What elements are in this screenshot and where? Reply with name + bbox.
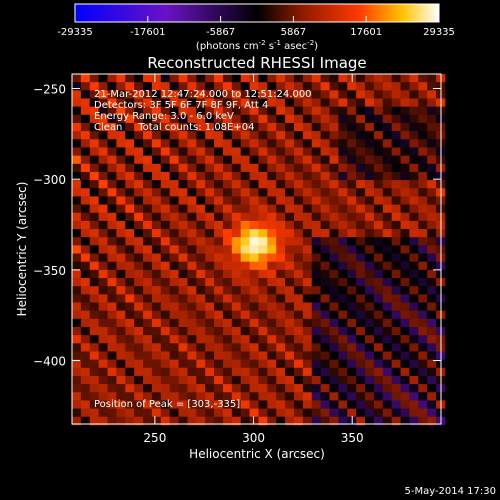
chart-title: Reconstructed RHESSI Image (147, 54, 366, 72)
colorbar-tick-label: -29335 (57, 27, 92, 38)
colorbar-tick-label: -5867 (206, 27, 235, 38)
plot-frame (71, 73, 442, 425)
y-tick-label: −400 (33, 355, 66, 369)
annotation-total-counts: Clean Total counts: 1.08E+04 (94, 122, 254, 133)
annotation-energy-range: Energy Range: 3.0 - 6.0 keV (94, 111, 234, 122)
x-tick-label: 250 (143, 431, 166, 445)
y-tick-label: −350 (33, 264, 66, 278)
colorbar-gradient (74, 3, 440, 23)
y-axis-label: Heliocentric Y (arcsec) (15, 182, 29, 317)
annotation-block: 21-Mar-2012 12:47:24.000 to 12:51:24.000… (94, 89, 312, 410)
colorbar: -29335 -17601 -5867 5867 17601 29335 (photons… (57, 3, 455, 52)
annotation-time-range: 21-Mar-2012 12:47:24.000 to 12:51:24.000 (94, 89, 312, 100)
plot-area: 250 300 350 −250 −300 −350 −400 (33, 73, 446, 445)
colorbar-unit-label: (photons cm-2 s-1 asec-2) (196, 39, 318, 52)
colorbar-tick-label: 5867 (281, 27, 306, 38)
colorbar-tick-label: 17601 (350, 27, 382, 38)
y-tick-label: −250 (33, 83, 66, 97)
colorbar-tick-label: 29335 (423, 27, 455, 38)
x-tick-label: 350 (341, 431, 364, 445)
footer-date: 5-May-2014 17:30 (404, 486, 496, 497)
peak-position-label: Position of Peak = [303,-335] (94, 399, 240, 410)
y-tick-label: −300 (33, 173, 66, 187)
x-tick-label: 300 (242, 431, 265, 445)
annotation-detectors: Detectors: 3F 5F 6F 7F 8F 9F, Att 4 (94, 100, 268, 111)
axis-ticks: 250 300 350 −250 −300 −350 −400 (33, 74, 441, 445)
colorbar-ticks: -29335 -17601 -5867 5867 17601 29335 (57, 16, 455, 38)
x-axis-label: Heliocentric X (arcsec) (189, 447, 325, 461)
colorbar-tick-label: -17601 (130, 27, 165, 38)
